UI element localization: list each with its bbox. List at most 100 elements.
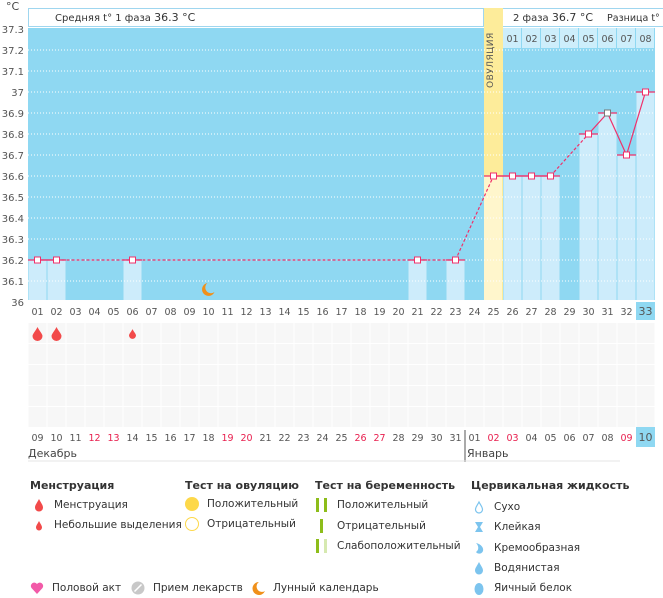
temperature-chart: 01 02 03 04 05 06 07 08 37.3 37.2 37.1 37 36.9 36.8 36… bbox=[2, 8, 655, 462]
one-line-icon bbox=[315, 519, 329, 533]
symbol-grid-cell bbox=[427, 365, 446, 385]
temperature-bar bbox=[598, 113, 617, 300]
symbol-grid-cell bbox=[465, 407, 484, 427]
symbol-grid-cell bbox=[427, 323, 446, 343]
y-tick-label: 37.2 bbox=[2, 46, 24, 57]
symbol-grid-cell bbox=[199, 365, 218, 385]
symbol-grid-cell bbox=[332, 386, 351, 406]
symbol-grid-cell bbox=[161, 344, 180, 364]
cycle-day-label: 05 bbox=[107, 307, 119, 318]
symbol-grid-cell bbox=[66, 365, 85, 385]
calendar-date-label: 06 bbox=[563, 433, 575, 444]
symbol-grid-cell bbox=[161, 365, 180, 385]
symbol-grid-cell bbox=[161, 407, 180, 427]
calendar-date-label: 18 bbox=[202, 433, 214, 444]
symbol-grid-cell bbox=[465, 386, 484, 406]
symbol-grid-cell bbox=[484, 365, 503, 385]
temperature-bar bbox=[541, 176, 560, 300]
symbol-grid-cell bbox=[560, 386, 579, 406]
symbol-grid-cell bbox=[199, 407, 218, 427]
symbol-grid-cell bbox=[275, 365, 294, 385]
calendar-date-label: 17 bbox=[183, 433, 195, 444]
symbol-grid-cell bbox=[522, 407, 541, 427]
symbol-grid-cell bbox=[142, 344, 161, 364]
calendar-date-label: 22 bbox=[278, 433, 290, 444]
symbol-grid-cell bbox=[180, 344, 199, 364]
symbol-grid-cell bbox=[636, 323, 655, 343]
temperature-point bbox=[53, 256, 60, 264]
symbol-grid-cell bbox=[294, 344, 313, 364]
symbol-grid-cell bbox=[199, 344, 218, 364]
symbol-grid-cell bbox=[503, 344, 522, 364]
y-tick-label: 36.9 bbox=[2, 109, 24, 120]
cycle-day-label: 08 bbox=[164, 307, 176, 318]
phase2-day-cell bbox=[579, 28, 597, 48]
y-tick-label: 36.3 bbox=[2, 235, 24, 246]
symbol-grid-cell bbox=[408, 407, 427, 427]
symbol-grid-cell bbox=[294, 365, 313, 385]
symbol-grid-cell bbox=[66, 386, 85, 406]
moon-icon bbox=[202, 283, 215, 296]
y-tick-label: 37.3 bbox=[2, 25, 24, 36]
symbol-grid-cell bbox=[370, 386, 389, 406]
symbol-grid-cell bbox=[161, 386, 180, 406]
symbol-grid-cell bbox=[503, 407, 522, 427]
cycle-day-label: 20 bbox=[392, 307, 404, 318]
symbol-grid-cell bbox=[47, 386, 66, 406]
calendar-date-label: 09 bbox=[620, 433, 632, 444]
symbol-grid-cell bbox=[541, 365, 560, 385]
calendar-date-label: 01 bbox=[468, 433, 480, 444]
symbol-grid-cell bbox=[123, 407, 142, 427]
temperature-point bbox=[604, 109, 611, 117]
symbol-grid-cell bbox=[332, 344, 351, 364]
y-tick-label: 37 bbox=[11, 88, 24, 99]
symbol-grid-cell bbox=[541, 344, 560, 364]
symbol-grid-cell bbox=[256, 386, 275, 406]
symbol-grid-cell bbox=[66, 323, 85, 343]
phase2-day-cell bbox=[598, 28, 616, 48]
cycle-day-label: 19 bbox=[373, 307, 385, 318]
phase2-label: 2 фаза bbox=[513, 13, 549, 24]
calendar-date-label: 31 bbox=[449, 433, 461, 444]
symbol-grid-cell bbox=[484, 344, 503, 364]
symbol-grid-cell bbox=[427, 407, 446, 427]
cycle-day-label: 03 bbox=[69, 307, 81, 318]
symbol-grid-cell bbox=[408, 365, 427, 385]
symbol-grid-cell bbox=[598, 407, 617, 427]
legend-pregnancy-weak: Слабоположительный bbox=[315, 539, 461, 553]
symbol-grid-cell bbox=[199, 386, 218, 406]
symbol-grid-cell bbox=[484, 407, 503, 427]
symbol-grid-cell bbox=[104, 365, 123, 385]
menstruation-drop-icon bbox=[32, 327, 43, 342]
symbol-grid-cell bbox=[560, 344, 579, 364]
calendar-date-label: 10 bbox=[639, 431, 653, 444]
symbol-grid-cell bbox=[522, 323, 541, 343]
calendar-date-label: 29 bbox=[411, 433, 423, 444]
temperature-point bbox=[452, 256, 459, 264]
symbol-grid-cell bbox=[142, 365, 161, 385]
symbol-grid-cell bbox=[389, 365, 408, 385]
phase2-day-cell bbox=[503, 28, 521, 48]
cycle-day-label: 18 bbox=[354, 307, 366, 318]
symbol-grid-cell bbox=[598, 365, 617, 385]
symbol-grid-cell bbox=[389, 386, 408, 406]
calendar-date-label: 28 bbox=[392, 433, 404, 444]
legend-cervical-sticky: Клейкая bbox=[472, 520, 541, 534]
symbol-grid-cell bbox=[389, 407, 408, 427]
symbol-grid-cell bbox=[636, 344, 655, 364]
blood-drop-icon bbox=[32, 498, 46, 512]
symbol-grid-cell bbox=[598, 386, 617, 406]
phase2-day-label: 07 bbox=[620, 34, 632, 45]
pill-icon bbox=[131, 581, 145, 595]
symbol-grid-cell bbox=[237, 344, 256, 364]
legend-menstruation-title: Менструация bbox=[30, 479, 115, 492]
phase2-day-cell bbox=[617, 28, 635, 48]
symbol-grid-cell bbox=[237, 407, 256, 427]
symbol-grid-cell bbox=[446, 407, 465, 427]
symbol-grid-cell bbox=[47, 407, 66, 427]
symbol-grid-cell bbox=[389, 344, 408, 364]
temperature-line-segment bbox=[625, 91, 647, 156]
temperature-point bbox=[528, 172, 535, 180]
month-december: Декабрь bbox=[28, 447, 77, 460]
symbol-grid-cell bbox=[104, 344, 123, 364]
